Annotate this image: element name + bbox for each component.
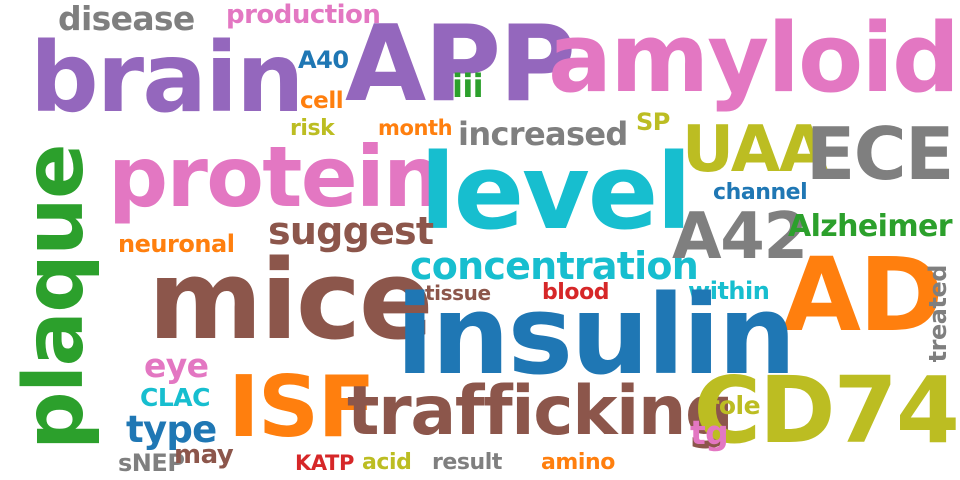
word-result: result xyxy=(432,450,502,475)
word-within: within xyxy=(688,277,770,305)
word-isf: ISF xyxy=(228,358,376,457)
word-insulin: insulin xyxy=(396,271,796,399)
word-disease: disease xyxy=(58,0,195,38)
word-a42: A42 xyxy=(672,200,808,274)
word-channel: channel xyxy=(713,180,808,205)
word-may: may xyxy=(174,440,234,470)
word-blood: blood xyxy=(542,280,610,305)
word-tissue: tissue xyxy=(425,281,491,305)
word-clac: CLAC xyxy=(140,383,210,412)
word-increased: increased xyxy=(458,115,628,153)
word-production: production xyxy=(226,0,381,30)
word-concentration: concentration xyxy=(410,244,699,288)
word-neuronal: neuronal xyxy=(118,230,235,258)
word-cd74: CD74 xyxy=(693,357,959,464)
word-uaa: UAA xyxy=(682,113,829,187)
word-ece: ECE xyxy=(806,112,954,196)
word-cell: cell xyxy=(300,88,344,114)
word-amino: amino xyxy=(541,450,615,475)
word-acid: acid xyxy=(362,450,412,475)
word-katp: KATP xyxy=(295,451,354,475)
word-suggest: suggest xyxy=(268,209,434,253)
word-sp: SP xyxy=(636,108,670,136)
word-risk: risk xyxy=(290,116,335,141)
word-month: month xyxy=(378,116,453,140)
word-role: role xyxy=(707,391,761,420)
word-a40: A40 xyxy=(298,46,349,74)
word-snep: sNEP xyxy=(118,449,185,477)
word-protein: protein xyxy=(108,128,443,226)
word-type: type xyxy=(126,408,217,451)
word-iii: iii xyxy=(452,67,484,105)
word-tg: tg xyxy=(690,413,729,452)
word-brain: brain xyxy=(30,22,304,134)
word-mice: mice xyxy=(148,236,434,364)
word-plaque: plaque xyxy=(7,145,102,450)
word-amyloid: amyloid xyxy=(548,4,960,114)
word-trafficking: trafficking xyxy=(347,372,734,451)
word-eye: eye xyxy=(144,346,209,385)
word-alzheimer: Alzheimer xyxy=(788,209,953,244)
word-ad: AD xyxy=(782,236,944,355)
word-app: APP xyxy=(345,3,576,125)
word-level: level xyxy=(420,131,692,253)
word-treated: treated xyxy=(924,265,952,363)
